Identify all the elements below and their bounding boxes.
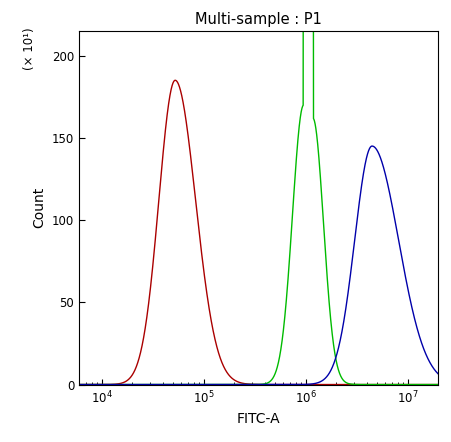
Y-axis label: Count: Count [32, 187, 46, 229]
Title: Multi-sample : P1: Multi-sample : P1 [195, 12, 322, 27]
Text: (× 10¹): (× 10¹) [23, 27, 37, 70]
X-axis label: FITC-A: FITC-A [236, 412, 280, 426]
